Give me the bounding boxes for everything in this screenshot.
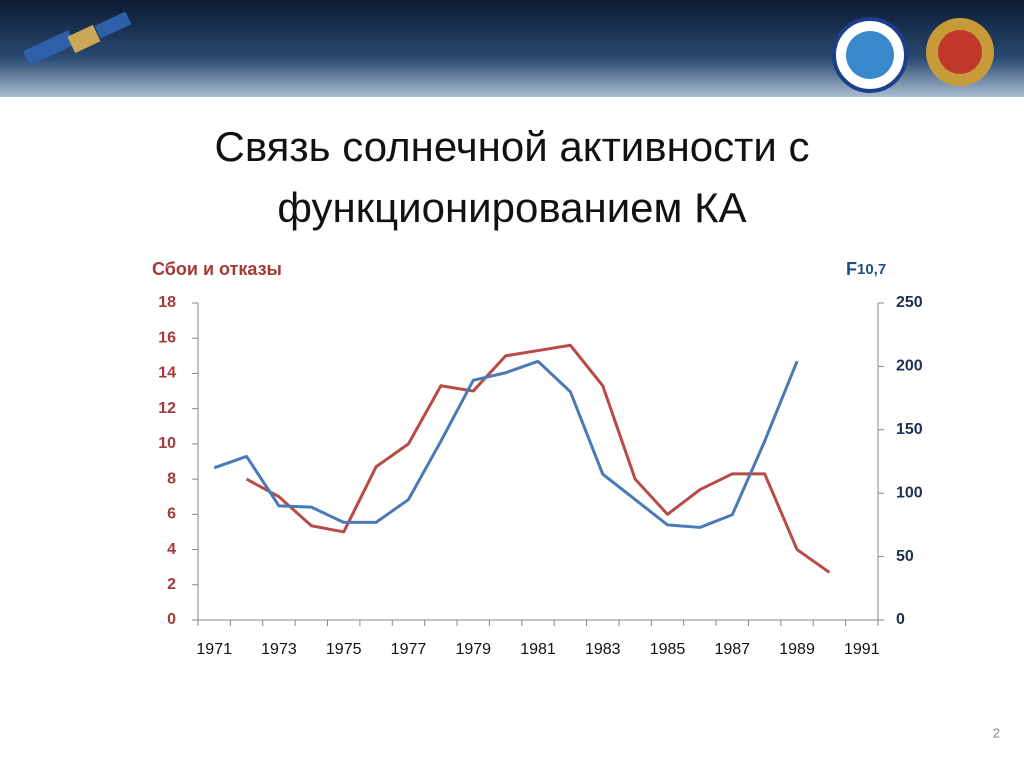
y-tick-label: 18 bbox=[158, 294, 176, 311]
x-tick-label: 1975 bbox=[326, 641, 362, 658]
x-tick-label: 1989 bbox=[779, 641, 815, 658]
y2-tick-label: 250 bbox=[896, 294, 923, 311]
logo-left-inner bbox=[846, 31, 894, 79]
y2-tick-label: 0 bbox=[896, 611, 905, 628]
y-tick-label: 10 bbox=[158, 435, 176, 452]
y-tick-label: 0 bbox=[167, 611, 176, 628]
title-line: функционированием КА bbox=[277, 184, 746, 231]
y2-axis-label: F10,7 bbox=[846, 259, 886, 279]
y-tick-label: 14 bbox=[158, 365, 176, 382]
satellite bbox=[22, 11, 132, 66]
series-line bbox=[213, 359, 799, 529]
y2-tick-label: 200 bbox=[896, 358, 923, 375]
x-tick-label: 1981 bbox=[520, 641, 556, 658]
y2-label-sub: 10,7 bbox=[857, 261, 886, 278]
x-tick-label: 1991 bbox=[844, 641, 880, 658]
x-tick-label: 1979 bbox=[455, 641, 491, 658]
series-line bbox=[245, 343, 831, 574]
logo-right-inner bbox=[938, 30, 982, 74]
title-line: Связь солнечной активности с bbox=[215, 123, 810, 170]
y2-tick-label: 150 bbox=[896, 421, 923, 438]
y-tick-label: 2 bbox=[167, 576, 176, 593]
y-tick-label: 16 bbox=[158, 329, 176, 346]
y2-tick-label: 50 bbox=[896, 548, 914, 565]
y-tick-label: 8 bbox=[167, 470, 176, 487]
page-number: 2 bbox=[993, 725, 1000, 740]
x-tick-label: 1977 bbox=[391, 641, 427, 658]
x-tick-label: 1971 bbox=[196, 641, 232, 658]
x-tick-label: 1985 bbox=[650, 641, 686, 658]
y-tick-label: 4 bbox=[167, 541, 176, 558]
y-tick-label: 12 bbox=[158, 400, 176, 417]
y2-label-main: F bbox=[846, 259, 857, 279]
y-axis-label: Сбои и отказы bbox=[152, 259, 282, 279]
y-tick-label: 6 bbox=[167, 506, 176, 523]
x-tick-label: 1973 bbox=[261, 641, 297, 658]
x-tick-label: 1987 bbox=[714, 641, 750, 658]
y2-tick-label: 100 bbox=[896, 484, 923, 501]
x-tick-label: 1983 bbox=[585, 641, 621, 658]
